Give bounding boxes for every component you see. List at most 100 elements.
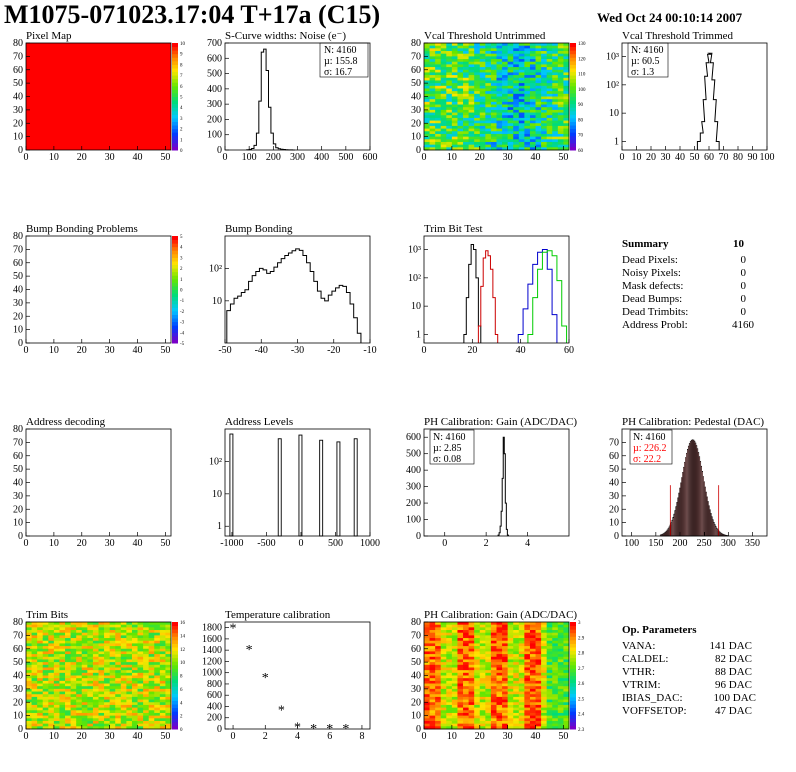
heatmap-cell — [98, 646, 105, 650]
heatmap-cell — [120, 712, 127, 717]
heatmap-cell — [557, 83, 564, 87]
heatmap-cell — [529, 133, 536, 138]
heatmap-cell — [463, 96, 470, 100]
heatmap-cell — [440, 680, 447, 684]
heatmap-cell — [546, 88, 553, 92]
heatmap-cell — [440, 662, 447, 666]
heatmap-cell — [513, 104, 520, 108]
heatmap-cell — [490, 627, 497, 631]
heatmap-cell — [37, 670, 44, 674]
heatmap-cell — [496, 133, 503, 138]
heatmap-cell — [463, 710, 470, 714]
heatmap-cell — [148, 630, 155, 634]
heatmap-cell — [529, 141, 536, 146]
heatmap-cell — [546, 96, 553, 100]
heatmap-cell — [81, 654, 88, 658]
heatmap-cell — [70, 622, 77, 626]
heatmap-cell — [429, 691, 436, 695]
heatmap-cell — [42, 718, 49, 722]
color-scale-cell — [570, 629, 576, 634]
heatmap-cell — [468, 61, 475, 65]
heatmap-cell — [165, 624, 172, 628]
heatmap-cell — [529, 646, 536, 650]
heatmap-cell — [546, 699, 553, 703]
heatmap-cell — [546, 654, 553, 658]
heatmap-cell — [457, 643, 464, 647]
heatmap-cell — [502, 107, 509, 111]
heatmap-cell — [457, 141, 464, 146]
heatmap-cell — [496, 120, 503, 124]
heatmap-cell — [31, 678, 38, 682]
heatmap-cell — [76, 651, 83, 655]
heatmap-cell — [524, 672, 531, 676]
heatmap-cell — [76, 712, 83, 717]
heatmap-cell — [502, 710, 509, 714]
heatmap-cell — [552, 139, 559, 143]
heatmap-cell — [154, 656, 161, 660]
heatmap-cell — [479, 723, 486, 727]
heatmap-cell — [76, 720, 83, 725]
heatmap-cell — [98, 710, 105, 714]
heatmap-cell — [435, 83, 442, 87]
heatmap-cell — [524, 77, 531, 81]
param-value: 141 DAC — [710, 640, 752, 652]
heatmap-cell — [529, 144, 536, 148]
heatmap-cell — [165, 654, 172, 658]
summary-label: Mask defects: — [622, 280, 683, 292]
heatmap-cell — [474, 72, 481, 76]
heatmap-cell — [463, 694, 470, 698]
stat-box-ph-gain: N: 4160 µ: 2.85 σ: 0.08 — [429, 429, 475, 465]
heatmap-cell — [457, 622, 464, 626]
heatmap-cell — [148, 718, 155, 722]
x-tick-label: 0 — [620, 152, 625, 163]
heatmap-cell — [435, 678, 442, 682]
heatmap-cell — [485, 72, 492, 76]
heatmap-cell — [446, 648, 453, 652]
heatmap-cell — [513, 133, 520, 138]
color-scale-cell — [570, 711, 576, 716]
heatmap-cell — [126, 678, 133, 682]
heatmap-cell — [546, 646, 553, 650]
heatmap-cell — [485, 720, 492, 725]
heatmap-cell — [104, 686, 111, 690]
heatmap-cell — [496, 627, 503, 631]
heatmap-cell — [115, 635, 122, 639]
heatmap-cell — [513, 147, 520, 151]
heatmap-cell — [479, 635, 486, 639]
heatmap-cell — [535, 638, 542, 642]
heatmap-cell — [563, 101, 570, 105]
heatmap-cell — [529, 91, 536, 95]
heatmap-cell — [42, 627, 49, 631]
heatmap-cell — [502, 93, 509, 97]
heatmap-cell — [165, 670, 172, 674]
heatmap-cell — [429, 112, 436, 116]
heatmap-cell — [154, 702, 161, 706]
z-tick-label: 100 — [578, 88, 586, 93]
heatmap-cell — [48, 720, 55, 725]
y-tick-label: 20 — [13, 311, 23, 322]
heatmap-cell — [485, 686, 492, 690]
z-tick-label: -3 — [180, 321, 185, 326]
heatmap-cell — [557, 670, 564, 674]
heatmap-cell — [513, 48, 520, 52]
color-scale-cell — [172, 57, 178, 62]
heatmap-cell — [37, 643, 44, 647]
heatmap-cell — [507, 72, 514, 76]
heatmap-cell — [541, 123, 548, 127]
heatmap-cell — [165, 704, 172, 708]
color-scale-cell — [570, 636, 576, 641]
heatmap-cell — [479, 662, 486, 666]
heatmap-cell — [451, 651, 458, 655]
heatmap-cell — [451, 51, 458, 55]
heatmap-cell — [429, 702, 436, 706]
heatmap-cell — [513, 627, 520, 631]
y-tick-label: 10² — [209, 263, 222, 274]
heatmap-cell — [92, 691, 99, 695]
heatmap-cell — [120, 659, 127, 663]
heatmap-cell — [457, 723, 464, 727]
heatmap-cell — [541, 69, 548, 73]
heatmap-cell — [81, 696, 88, 700]
heatmap-cell — [440, 123, 447, 127]
heatmap-cell — [137, 702, 144, 706]
heatmap-cell — [490, 648, 497, 652]
